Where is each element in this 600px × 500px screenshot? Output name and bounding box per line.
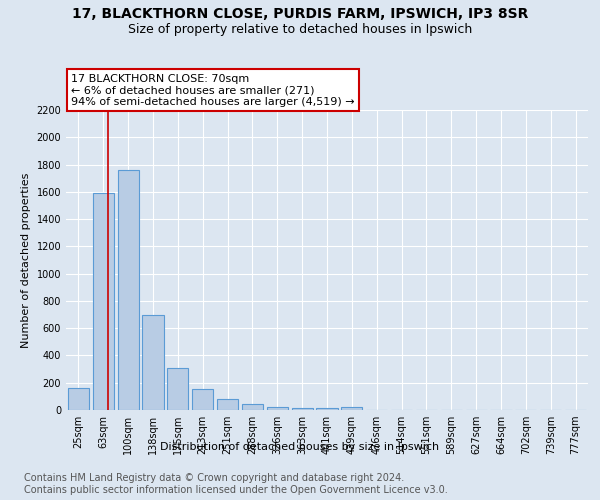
Text: 17, BLACKTHORN CLOSE, PURDIS FARM, IPSWICH, IP3 8SR: 17, BLACKTHORN CLOSE, PURDIS FARM, IPSWI…: [72, 8, 528, 22]
Bar: [118, 170, 139, 410]
Bar: [167, 368, 188, 410]
Bar: [292, 408, 313, 410]
Y-axis label: Number of detached properties: Number of detached properties: [21, 172, 31, 348]
Bar: [217, 399, 238, 410]
Bar: [316, 408, 338, 410]
Text: Size of property relative to detached houses in Ipswich: Size of property relative to detached ho…: [128, 22, 472, 36]
Bar: [341, 408, 362, 410]
Bar: [142, 314, 164, 410]
Bar: [68, 388, 89, 410]
Text: 17 BLACKTHORN CLOSE: 70sqm
← 6% of detached houses are smaller (271)
94% of semi: 17 BLACKTHORN CLOSE: 70sqm ← 6% of detac…: [71, 74, 355, 107]
Bar: [192, 389, 213, 410]
Bar: [267, 406, 288, 410]
Bar: [93, 193, 114, 410]
Text: Distribution of detached houses by size in Ipswich: Distribution of detached houses by size …: [160, 442, 440, 452]
Text: Contains HM Land Registry data © Crown copyright and database right 2024.
Contai: Contains HM Land Registry data © Crown c…: [24, 474, 448, 495]
Bar: [242, 404, 263, 410]
